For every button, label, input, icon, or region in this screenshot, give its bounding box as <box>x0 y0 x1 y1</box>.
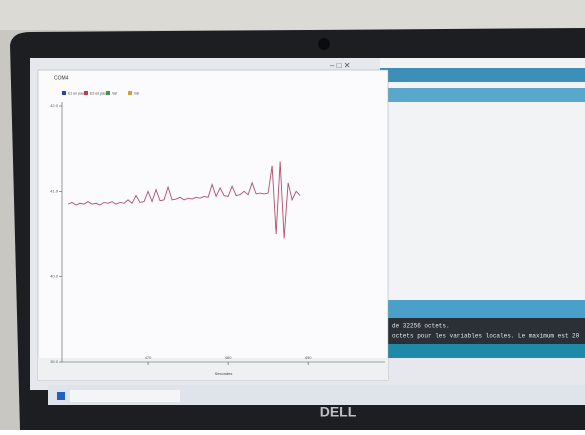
ide-status <box>380 300 585 318</box>
background <box>0 0 585 30</box>
console-line: octets pour les variables locales. Le ma… <box>392 333 580 340</box>
x-tick-label: 480 <box>225 355 232 360</box>
taskbar <box>48 385 585 405</box>
legend-swatch <box>84 91 88 95</box>
plotter-footer <box>38 358 388 380</box>
ide-toolbar <box>380 68 585 82</box>
window-controls: – □ ✕ <box>330 61 350 70</box>
start-button[interactable] <box>57 392 65 400</box>
ide-console <box>380 318 585 344</box>
legend-label: E1 en pause <box>68 91 88 95</box>
legend-swatch <box>128 91 132 95</box>
legend-label: Val <box>112 91 117 95</box>
x-axis-label: Secondes <box>215 371 233 376</box>
legend-label: E2 en pause <box>90 91 110 95</box>
y-tick-label: 42.0 <box>50 103 59 108</box>
brand-logo: DELL <box>320 404 357 420</box>
ide-tabs <box>380 88 585 102</box>
y-tick-label: 41.0 <box>50 188 59 193</box>
x-tick-label: 470 <box>145 355 152 360</box>
search-box[interactable] <box>70 390 180 402</box>
ide-footer <box>380 344 585 358</box>
plot: E1 en pause E2 en pause Val Val42.041.040.0… <box>50 91 385 376</box>
legend-swatch <box>106 91 110 95</box>
data-line <box>67 161 301 239</box>
window-title: COM4 <box>54 75 69 81</box>
console-line: de 32256 octets. <box>392 323 450 330</box>
webcam <box>318 38 330 50</box>
legend-label: Val <box>134 91 139 95</box>
legend-swatch <box>62 91 66 95</box>
x-tick-label: 490 <box>305 355 312 360</box>
y-tick-label: 40.0 <box>50 274 59 279</box>
plotter-window <box>37 69 389 381</box>
y-tick-label: 39.0 <box>50 359 59 364</box>
